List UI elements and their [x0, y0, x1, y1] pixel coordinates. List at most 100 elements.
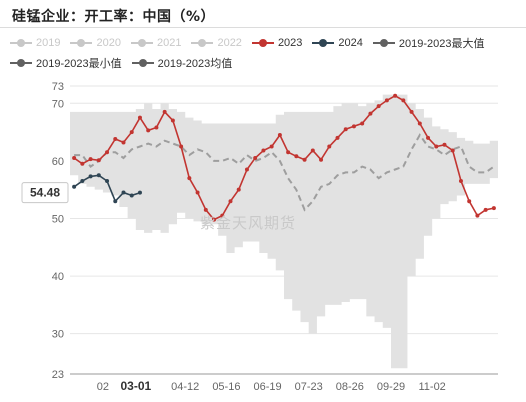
data-point-2023	[179, 144, 184, 149]
data-point-2023	[483, 207, 488, 212]
data-point-2023	[105, 150, 110, 155]
legend-item[interactable]: 2020	[70, 37, 121, 49]
data-point-2024	[105, 179, 110, 184]
legend-label: 2019-2023最大值	[398, 38, 485, 50]
x-tick-label: 06-19	[253, 381, 281, 393]
data-point-2023	[80, 161, 85, 166]
current-value-label: 54.48	[21, 182, 69, 204]
legend-label: 2019-2023均值	[157, 58, 233, 70]
x-tick-label: 03-01	[120, 379, 151, 393]
data-point-2023	[491, 206, 496, 211]
value-box-frame	[21, 182, 69, 204]
data-point-2023	[228, 199, 233, 204]
legend-label: 2021	[156, 37, 182, 49]
data-point-2023	[458, 179, 463, 184]
legend-label: 2020	[96, 37, 121, 49]
legend-marker-icon	[10, 58, 32, 68]
data-point-2023	[302, 157, 307, 162]
legend-item[interactable]: 2019-2023均值	[131, 55, 233, 71]
data-point-2024	[137, 190, 142, 195]
watermark: 紫金天风期货	[200, 215, 296, 232]
legend-marker-icon	[372, 38, 395, 48]
data-point-2023	[442, 142, 447, 147]
data-point-2023	[277, 132, 282, 137]
x-tick-label: 07-23	[295, 381, 323, 393]
x-axis-ticks: 02 03-01 04-12 05-16 06-19 07-23 08-26 09-29 11-…	[97, 379, 446, 393]
legend-marker-icon	[131, 58, 154, 68]
title-divider	[0, 27, 526, 28]
legend-marker-icon	[10, 38, 32, 48]
data-point-2024	[88, 174, 93, 179]
data-point-2023	[417, 121, 422, 126]
data-point-2023	[368, 111, 373, 116]
min-max-band-area	[70, 94, 498, 369]
data-point-2023	[426, 135, 431, 140]
y-tick-label: 30	[52, 329, 64, 341]
min-max-band	[70, 94, 498, 369]
data-point-2023	[467, 199, 472, 204]
data-point-2023	[146, 128, 151, 133]
legend-label: 2019	[36, 37, 61, 49]
legend-item[interactable]: 2019-2023最大值	[372, 35, 485, 51]
data-point-2024	[121, 190, 126, 195]
data-point-2024	[80, 179, 85, 184]
legend-item[interactable]: 2021	[130, 37, 182, 49]
data-point-2023	[113, 136, 118, 141]
data-point-2023	[129, 130, 134, 135]
data-point-2023	[137, 115, 142, 120]
legend-row-2: 2019-2023最小值 2019-2023均值	[10, 53, 520, 73]
y-tick-label: 23	[52, 369, 64, 381]
data-point-2023	[319, 157, 324, 162]
legend-marker-icon	[191, 38, 214, 48]
data-point-2023	[393, 93, 398, 98]
data-point-2023	[162, 109, 167, 114]
data-point-2023	[96, 158, 101, 163]
y-axis-ticks: 23 30 40 50 60 70 73	[52, 81, 64, 381]
data-point-2023	[170, 118, 175, 123]
x-tick-label: 05-16	[212, 381, 240, 393]
x-tick-label: 11-02	[418, 381, 445, 393]
y-tick-label: 60	[52, 156, 64, 168]
x-tick-label: 09-29	[377, 381, 405, 393]
series-layer	[72, 93, 496, 222]
data-point-2023	[286, 150, 291, 155]
legend-label: 2019-2023最小值	[36, 58, 122, 70]
y-tick-label: 70	[52, 98, 64, 110]
legend-row-1: 2019 2020 2021 2022 2023 2024 2019-2023最大值	[10, 33, 520, 53]
legend-item[interactable]: 2019	[10, 37, 60, 49]
data-point-2023	[72, 156, 77, 160]
data-point-2024	[129, 193, 134, 198]
data-point-2023	[261, 148, 266, 153]
data-point-2023	[121, 140, 126, 145]
data-point-2023	[335, 135, 340, 140]
data-point-2023	[236, 187, 241, 192]
legend-label: 2022	[217, 37, 242, 49]
y-tick-label: 73	[52, 81, 64, 93]
legend-marker-icon	[70, 38, 93, 48]
legend-item[interactable]: 2024	[312, 37, 363, 49]
data-point-2023	[253, 156, 258, 160]
legend-item[interactable]: 2023	[251, 37, 303, 49]
x-tick-label: 02	[97, 381, 109, 393]
data-point-2023	[409, 109, 414, 114]
y-tick-label: 40	[52, 271, 64, 283]
data-point-2023	[351, 124, 356, 129]
data-point-2023	[154, 125, 159, 130]
legend-label: 2023	[277, 37, 303, 49]
legend-marker-icon	[130, 38, 153, 48]
data-point-2023	[310, 148, 315, 153]
data-point-2024	[96, 173, 101, 178]
y-tick-label: 50	[52, 213, 64, 225]
legend-item[interactable]: 2022	[191, 37, 242, 49]
legend-item[interactable]: 2019-2023最小值	[10, 55, 122, 71]
legend: 2019 2020 2021 2022 2023 2024 2019-2023最大值 201…	[10, 33, 520, 73]
data-point-2023	[401, 98, 406, 103]
data-point-2023	[376, 104, 381, 109]
data-point-2024	[72, 184, 77, 189]
data-point-2023	[475, 213, 480, 218]
data-point-2023	[434, 144, 439, 149]
data-point-2023	[269, 144, 274, 149]
x-tick-label: 08-26	[336, 381, 364, 393]
current-value-text: 54.48	[30, 186, 60, 200]
data-point-2023	[220, 213, 225, 218]
